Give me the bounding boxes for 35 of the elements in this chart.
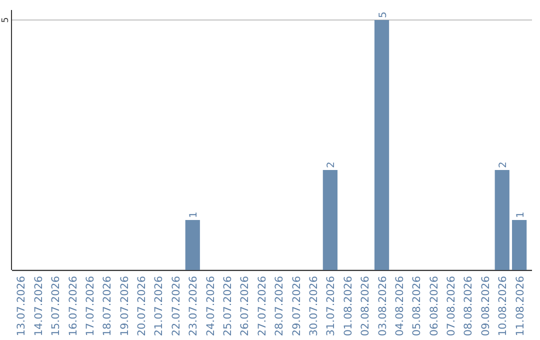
x-tick-label: 31.07.2026 (325, 276, 338, 336)
x-tick-label: 19.07.2026 (118, 276, 131, 336)
x-tick-label: 07.08.2026 (446, 276, 458, 336)
x-tick-label: 30.07.2026 (308, 276, 320, 336)
x-tick-label: 20.07.2026 (136, 276, 148, 336)
x-tick-label: 06.08.2026 (428, 276, 440, 336)
x-tick-label: 09.08.2026 (480, 276, 492, 336)
x-tick-label: 16.07.2026 (67, 276, 80, 336)
x-tick-label: 25.07.2026 (222, 276, 234, 336)
x-tick-label: 29.07.2026 (290, 276, 303, 336)
x-tick-label: 05.08.2026 (411, 276, 424, 336)
data-label: 5 (378, 12, 389, 18)
x-tick-label: 22.07.2026 (170, 276, 182, 336)
x-tick-label: 03.08.2026 (376, 276, 389, 336)
x-tick-label: 11.08.2026 (514, 276, 526, 336)
x-tick-label: 27.07.2026 (256, 276, 268, 336)
data-label: 1 (515, 212, 526, 218)
data-label: 2 (498, 162, 510, 168)
x-tick-label: 14.07.2026 (32, 276, 45, 336)
x-tick-label: 26.07.2026 (239, 276, 252, 336)
x-tick-label: 02.08.2026 (360, 276, 372, 336)
x-tick-label: 01.08.2026 (342, 276, 354, 336)
x-tick-label: 23.07.2026 (188, 276, 200, 336)
data-label: 1 (188, 212, 200, 218)
x-tick-label: 21.07.2026 (153, 276, 166, 336)
data-label: 2 (326, 162, 338, 168)
x-tick-label: 24.07.2026 (204, 276, 217, 336)
x-tick-label: 28.07.2026 (274, 276, 286, 336)
x-tick-label: 15.07.2026 (50, 276, 62, 336)
x-tick-label: 04.08.2026 (394, 276, 406, 336)
x-tick-label: 17.07.2026 (84, 276, 96, 336)
x-tick-label: 10.08.2026 (497, 276, 510, 336)
x-tick-label: 18.07.2026 (102, 276, 114, 336)
x-tick-label: 08.08.2026 (462, 276, 475, 336)
x-tick-label: 13.07.2026 (16, 276, 28, 336)
